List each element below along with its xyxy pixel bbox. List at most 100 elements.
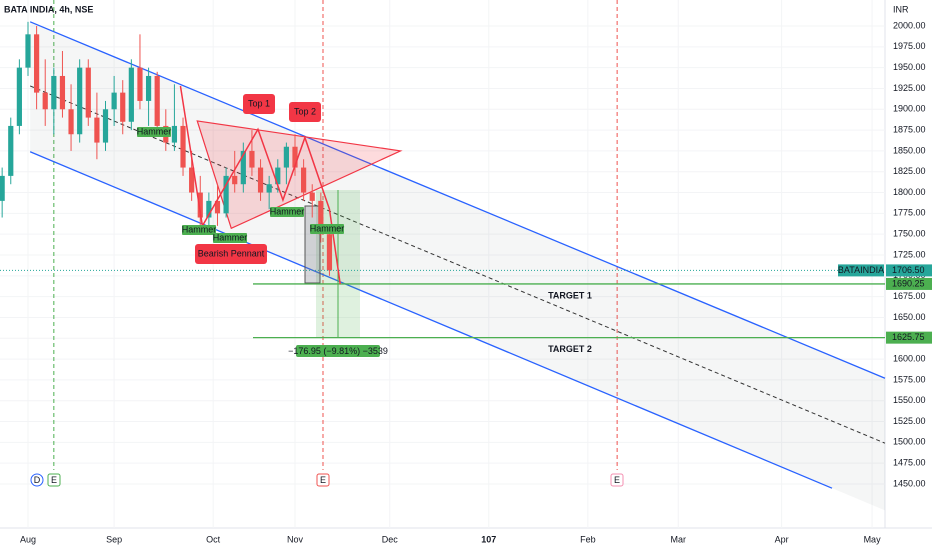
- candle-body: [249, 150, 255, 168]
- candle-body: [137, 67, 143, 101]
- channel-line: [29, 151, 833, 489]
- candle-body: [171, 125, 178, 143]
- hammer-label: Hammer: [137, 126, 172, 136]
- candle-body: [154, 75, 160, 126]
- price-tag-label: 1690.25: [892, 278, 925, 288]
- y-tick-label: 1875.00: [893, 124, 926, 134]
- y-tick-label: 1500.00: [893, 437, 926, 447]
- y-tick-label: 1850.00: [893, 145, 926, 155]
- candle-body: [34, 34, 40, 93]
- candle-body: [102, 109, 109, 143]
- x-tick-label: Sep: [106, 534, 122, 544]
- y-tick-label: 1450.00: [893, 478, 926, 488]
- candle-body: [214, 200, 221, 214]
- candle-body: [0, 175, 5, 201]
- candle-body: [94, 117, 100, 143]
- target-label: TARGET 1: [548, 290, 592, 300]
- x-tick-label: Apr: [775, 534, 789, 544]
- price-tag: [886, 277, 932, 290]
- hammer-tag: [310, 224, 344, 234]
- y-tick-label: 1550.00: [893, 395, 926, 405]
- candle-body: [8, 125, 14, 176]
- candle-body: [309, 192, 315, 201]
- event-marker[interactable]: [30, 473, 44, 487]
- y-tick-label: 2000.00: [893, 20, 926, 30]
- hammer-tag: [213, 233, 247, 243]
- candle-body: [232, 175, 238, 185]
- pattern-tag: [289, 102, 321, 122]
- candle-body: [59, 75, 66, 110]
- x-tick-label: Feb: [580, 534, 596, 544]
- channel-line: [29, 85, 886, 444]
- candle-body: [128, 67, 134, 122]
- candle-body: [189, 167, 195, 193]
- candle-body: [292, 146, 298, 168]
- y-tick-label: 1575.00: [893, 374, 926, 384]
- channel-fill: [30, 21, 885, 511]
- candle-body: [257, 167, 264, 193]
- candle-body: [283, 146, 289, 168]
- x-tick-label: 107: [481, 534, 496, 544]
- price-tag-label: 1625.75: [892, 332, 925, 342]
- chart-title: BATA INDIA, 4h, NSE: [4, 4, 93, 14]
- candle-body: [16, 67, 22, 126]
- candle-body: [145, 75, 152, 101]
- x-tick-label: Aug: [20, 534, 36, 544]
- hammer-tag: [137, 127, 171, 137]
- pattern-label: Bearish Pennant: [198, 248, 265, 258]
- candle-body: [266, 184, 272, 193]
- y-tick-label: 1950.00: [893, 62, 926, 72]
- y-tick-label: 1925.00: [893, 83, 926, 93]
- candle-body: [120, 92, 126, 122]
- pattern-label: Top 1: [248, 98, 270, 108]
- event-marker-label[interactable]: D: [34, 475, 41, 485]
- y-tick-label: 1650.00: [893, 312, 926, 322]
- hammer-label: Hammer: [213, 232, 248, 242]
- hammer-label: Hammer: [310, 223, 345, 233]
- candle-body: [85, 67, 91, 118]
- measure-tag: [296, 345, 380, 357]
- candle-body: [318, 200, 324, 235]
- x-tick-label: May: [864, 534, 882, 544]
- candle-body: [51, 75, 57, 110]
- y-axis-label: INR: [893, 4, 909, 14]
- candle-body: [275, 167, 281, 185]
- candle-body: [197, 192, 203, 218]
- hammer-tag: [182, 225, 216, 235]
- y-tick-label: 1475.00: [893, 458, 926, 468]
- channel-line: [29, 21, 886, 379]
- y-tick-label: 1825.00: [893, 166, 926, 176]
- hammer-label: Hammer: [270, 206, 305, 216]
- event-marker-label[interactable]: E: [51, 475, 57, 485]
- candle-body: [301, 167, 307, 193]
- pattern-tag: [243, 94, 275, 114]
- candle-body: [240, 150, 246, 185]
- event-marker-label[interactable]: E: [614, 475, 620, 485]
- event-marker[interactable]: [610, 473, 624, 487]
- symbol-label: BATAINDIA: [838, 265, 884, 275]
- price-tag-label: 1706.50: [892, 265, 925, 275]
- candle-body: [206, 200, 212, 218]
- candle-body: [180, 125, 186, 168]
- event-marker[interactable]: [47, 473, 61, 487]
- candle-body: [77, 67, 83, 135]
- target-label: TARGET 2: [548, 344, 592, 354]
- candle-body: [326, 234, 333, 271]
- y-tick-label: 1600.00: [893, 353, 926, 363]
- pattern-tag: [195, 244, 267, 264]
- x-tick-label: Nov: [287, 534, 304, 544]
- event-marker-label[interactable]: E: [320, 475, 326, 485]
- event-marker[interactable]: [316, 473, 330, 487]
- y-tick-label: 1525.00: [893, 416, 926, 426]
- candle-body: [68, 109, 74, 135]
- x-tick-label: Oct: [206, 534, 221, 544]
- y-tick-label: 1775.00: [893, 208, 926, 218]
- y-tick-label: 1725.00: [893, 249, 926, 259]
- measure-label: −176.95 (−9.81%) −3539: [288, 346, 388, 356]
- x-tick-label: Dec: [382, 534, 399, 544]
- x-tick-label: Mar: [671, 534, 687, 544]
- candle-body: [25, 34, 31, 68]
- candle-body: [223, 175, 229, 214]
- pattern-label: Top 2: [294, 106, 316, 116]
- range-box: [304, 205, 321, 284]
